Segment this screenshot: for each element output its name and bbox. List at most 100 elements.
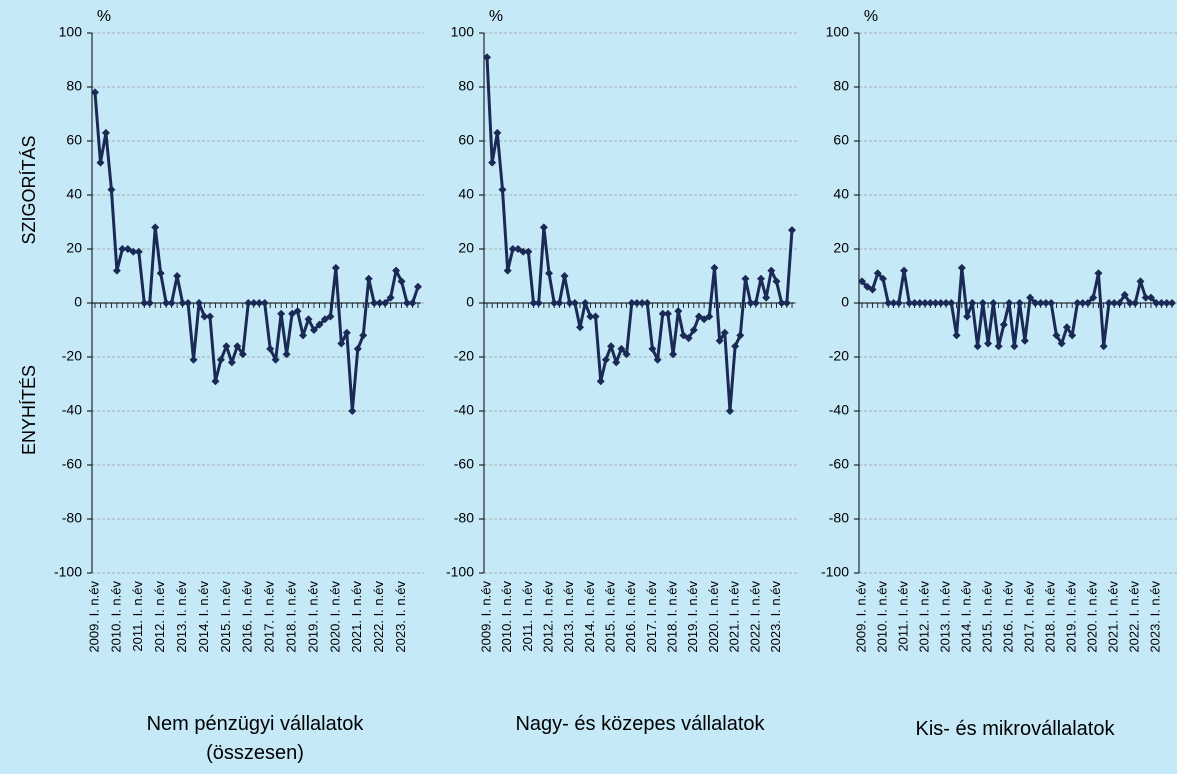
marker (1115, 299, 1124, 307)
x-tick-label: 2012. I. n.év (152, 581, 167, 653)
marker (1120, 290, 1129, 299)
x-tick-label: 2023. I. n.év (768, 581, 783, 653)
marker (266, 344, 275, 353)
x-tick-label: 2020. I. n.év (706, 581, 721, 653)
y-tick-label: -20 (454, 348, 474, 364)
chart-title: Nagy- és közepes vállalatok (515, 713, 765, 735)
marker (233, 342, 242, 351)
marker (968, 299, 977, 307)
marker (91, 88, 99, 97)
marker (705, 312, 714, 321)
x-tick-label: 2018. I. n.év (1043, 581, 1058, 653)
marker (879, 274, 888, 283)
marker (1131, 299, 1140, 307)
marker (684, 334, 693, 343)
marker (643, 299, 652, 307)
x-tick-label: 2011. I. n.év (895, 581, 910, 652)
x-tick-label: 2022. I. n.év (1127, 581, 1142, 653)
marker (381, 299, 390, 307)
x-tick-label: 2023. I. n.év (393, 581, 408, 653)
marker (227, 358, 236, 367)
x-tick-label: 2021. I. n.év (349, 581, 364, 653)
marker (414, 282, 422, 291)
marker (408, 299, 417, 307)
line (93, 92, 420, 413)
marker (767, 266, 776, 275)
x-tick-label: 2009. I. n.év (853, 581, 868, 653)
y-tick-label: -80 (454, 510, 474, 526)
x-tick-label: 2009. I. n.év (478, 581, 493, 653)
y-tick-label: 40 (458, 186, 474, 202)
marker (493, 128, 502, 137)
x-tick-label: 2009. I. n.év (86, 581, 101, 653)
marker (617, 344, 626, 353)
marker (151, 223, 160, 232)
marker (282, 350, 291, 359)
marker (550, 299, 559, 307)
marker (632, 299, 641, 307)
marker (612, 358, 621, 367)
y-tick-label: -80 (829, 510, 849, 526)
marker (1073, 299, 1082, 307)
marker (488, 158, 497, 167)
marker (1005, 299, 1014, 307)
x-tick-label: 2016. I. n.év (623, 581, 638, 653)
marker (140, 299, 149, 307)
marker (1141, 293, 1150, 302)
marker (576, 323, 585, 332)
marker (873, 269, 882, 278)
marker (1078, 299, 1087, 307)
marker (947, 299, 956, 307)
marker (1099, 342, 1108, 351)
marker (503, 266, 512, 275)
y-tick-label: 80 (833, 78, 849, 94)
marker (999, 320, 1008, 329)
marker (627, 299, 636, 307)
marker (1168, 299, 1176, 307)
marker (211, 377, 220, 386)
marker (581, 299, 590, 307)
marker (255, 299, 264, 307)
marker (238, 350, 247, 359)
y-tick-label: -20 (829, 348, 849, 364)
marker (519, 247, 528, 256)
marker (397, 277, 406, 286)
marker (1157, 299, 1166, 307)
y-tick-label: -80 (62, 510, 82, 526)
marker (534, 299, 543, 307)
marker (353, 344, 362, 353)
marker (348, 407, 357, 415)
y-tick-label: -60 (62, 456, 82, 472)
y-tick-label: 0 (74, 294, 82, 310)
marker (299, 331, 308, 340)
marker (756, 274, 765, 283)
x-tick-label: 2014. I. n.év (959, 581, 974, 653)
marker (936, 299, 945, 307)
marker (205, 312, 214, 321)
x-tick-label: 2016. I. n.év (240, 581, 255, 653)
x-tick-label: 2022. I. n.év (371, 581, 386, 653)
x-tick-label: 2013. I. n.év (174, 581, 189, 653)
line (485, 57, 794, 413)
marker (331, 263, 340, 272)
y-tick-label: -100 (821, 564, 849, 580)
marker (921, 299, 930, 307)
marker (1136, 277, 1145, 286)
marker (1125, 299, 1134, 307)
marker (1094, 269, 1103, 278)
x-tick-label: 2013. I. n.év (938, 581, 953, 653)
marker (973, 342, 982, 351)
marker (653, 355, 662, 364)
y-tick-label: 20 (833, 240, 849, 256)
y-tick-label: 100 (451, 24, 475, 40)
marker (1031, 299, 1040, 307)
marker (762, 293, 771, 302)
marker (607, 342, 616, 351)
y-tick-label: -60 (454, 456, 474, 472)
marker (107, 185, 116, 194)
marker (963, 312, 972, 321)
unit-label: % (97, 8, 111, 25)
marker (591, 312, 600, 321)
marker (375, 299, 384, 307)
